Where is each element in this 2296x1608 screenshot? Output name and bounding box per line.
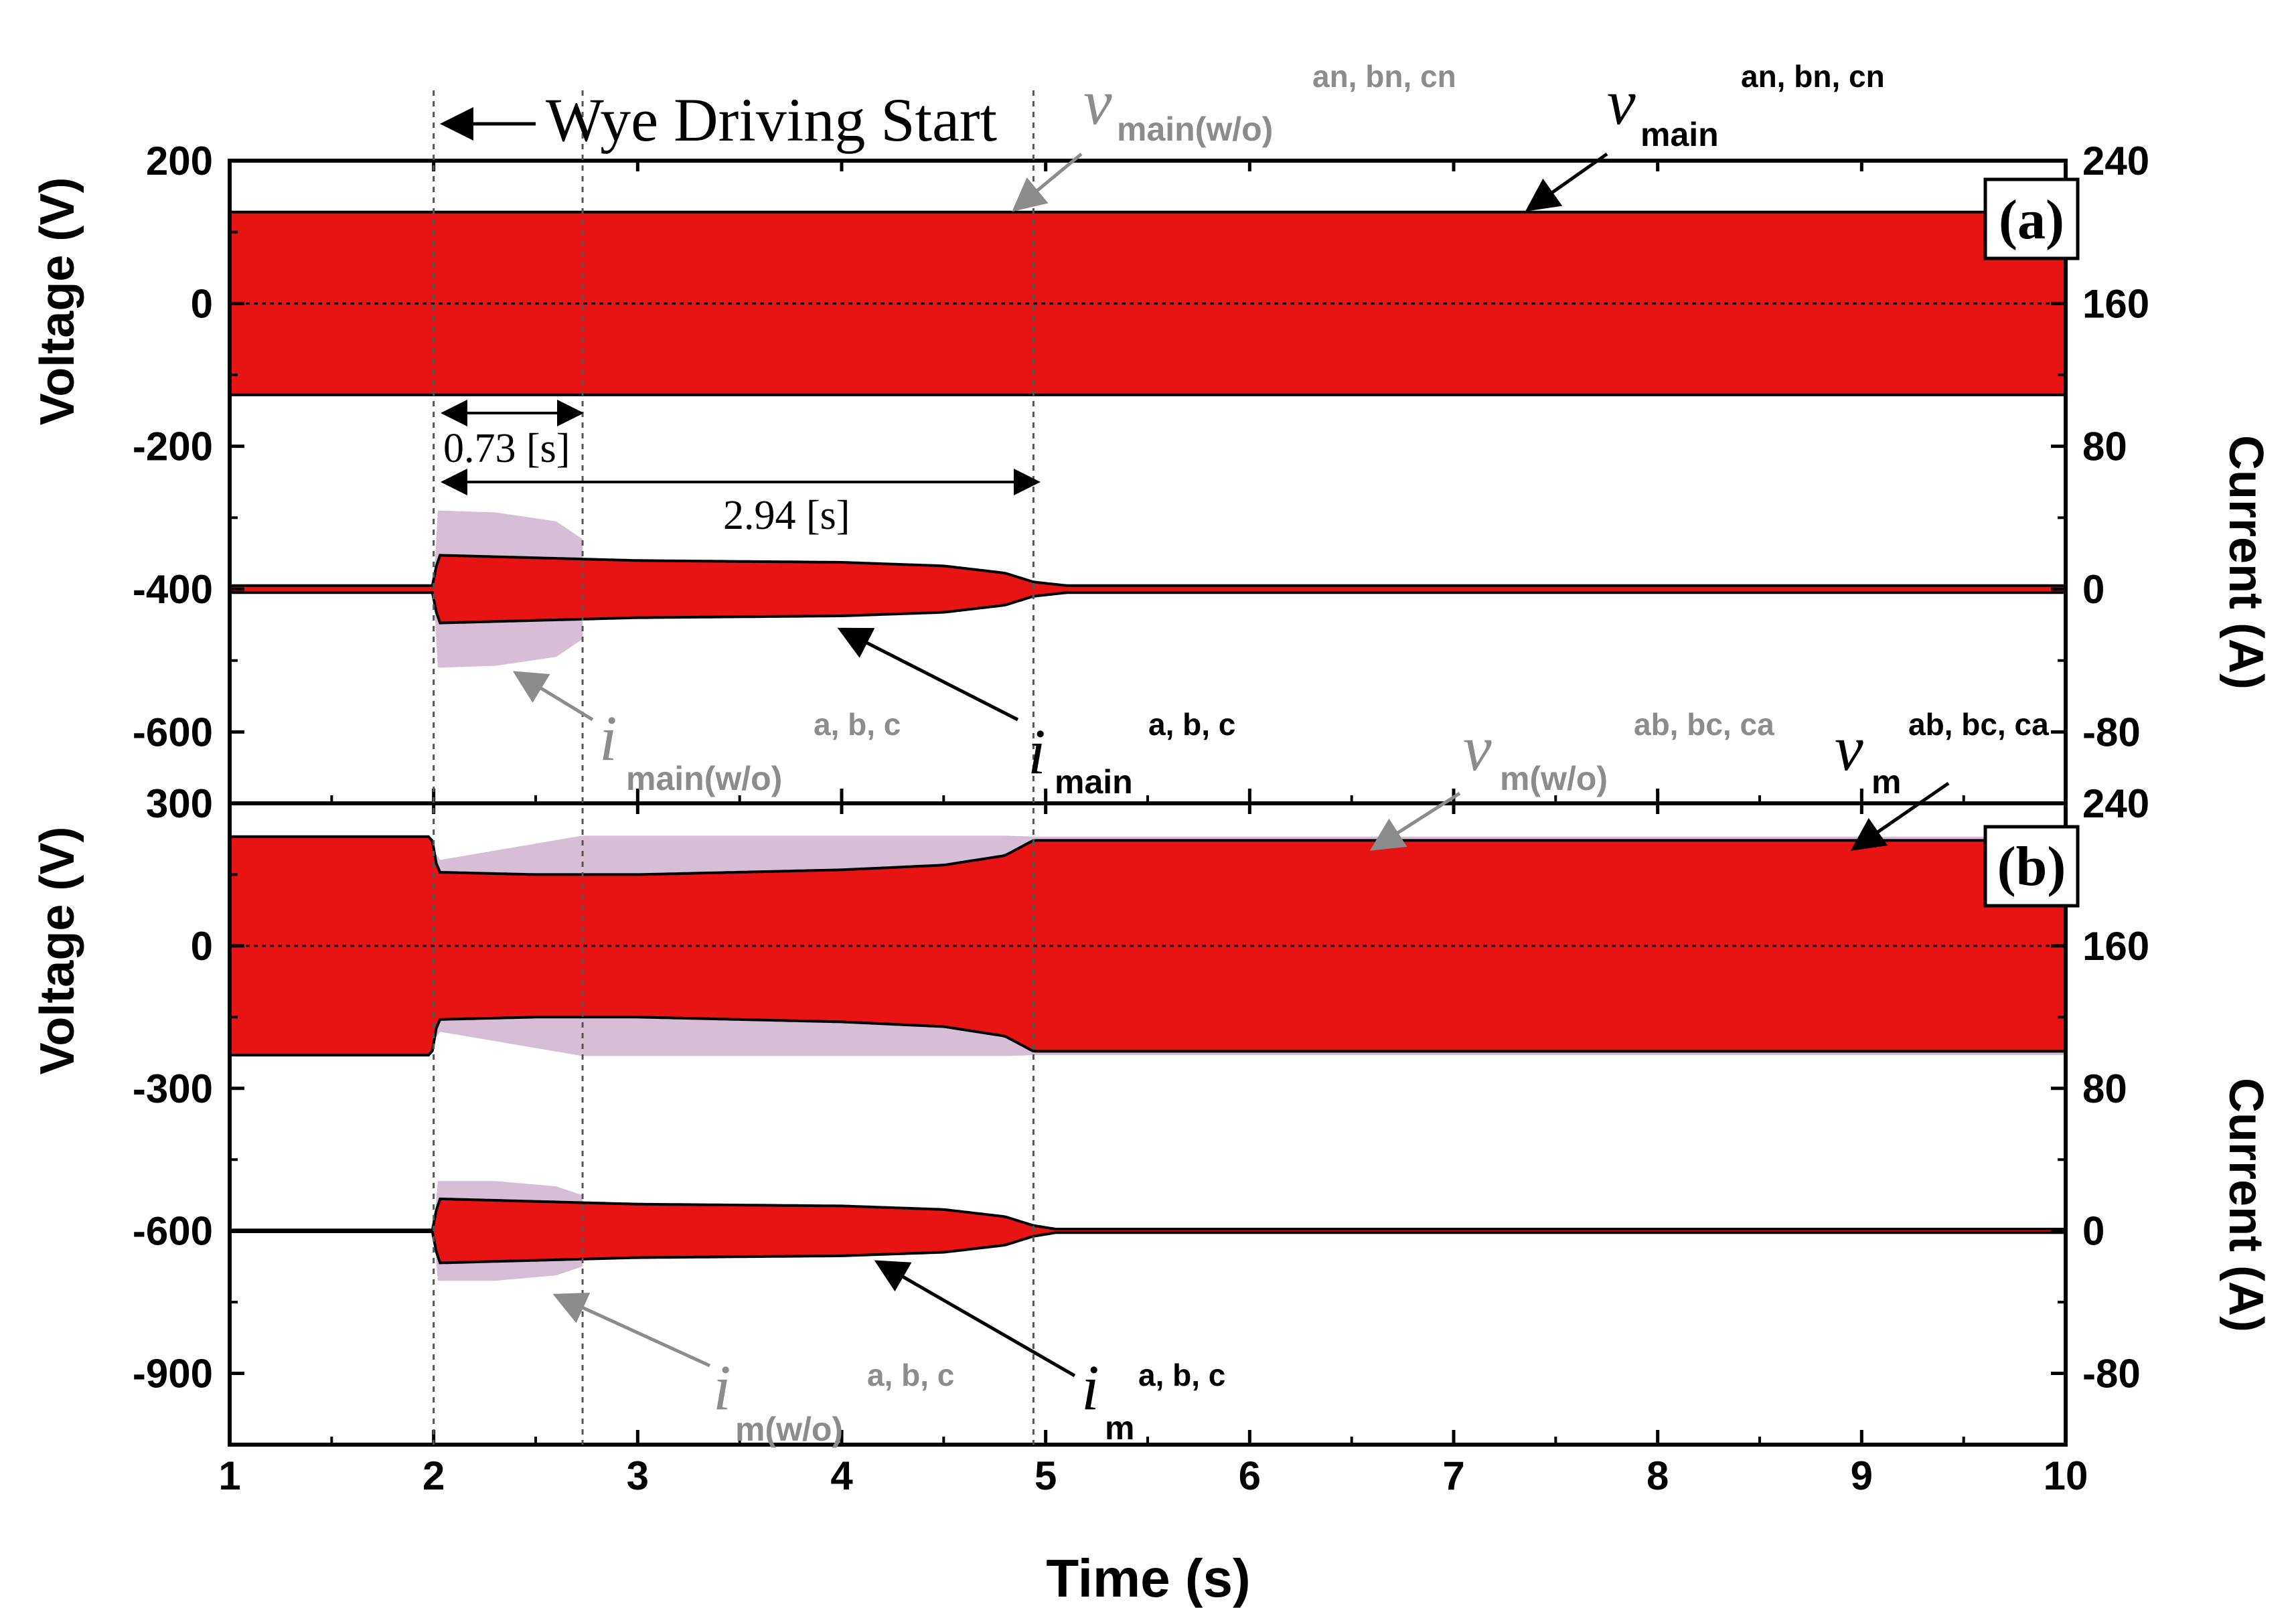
y2tick-label-a-240: 240 bbox=[2082, 139, 2149, 183]
axes-layer: 2000-200-400-600240160800-803000-300-600… bbox=[133, 90, 2149, 1498]
xtick-label-7: 7 bbox=[1442, 1453, 1464, 1498]
im-wo-arrow bbox=[552, 1292, 711, 1368]
y2tick-label-b-80: 80 bbox=[2082, 1066, 2127, 1111]
xtick-label-9: 9 bbox=[1851, 1453, 1873, 1498]
vmain-sub: main bbox=[1640, 116, 1719, 153]
vm-wo-sym: v bbox=[1463, 712, 1492, 784]
series-i-m bbox=[228, 1197, 2067, 1265]
panel-b-tag-box bbox=[1983, 825, 2080, 908]
y2tick-label-b-240: 240 bbox=[2082, 781, 2149, 826]
imain-sym: i bbox=[1028, 716, 1046, 787]
panel-b-axes: 300 0 -300 -600 -900 240 160 80 0 -80 bbox=[133, 781, 2149, 1447]
vmain-wo-sub: main(w/o) bbox=[1117, 110, 1273, 148]
y2tick-label-a-80: 80 bbox=[2082, 424, 2127, 469]
vmain-wo-sym: v bbox=[1083, 66, 1112, 138]
ytick-label-a--400: -400 bbox=[133, 567, 213, 612]
dur2-label: 2.94 [s] bbox=[723, 493, 850, 538]
xtick-label-10: 10 bbox=[2044, 1453, 2088, 1498]
y2tick-label-a--80: -80 bbox=[2082, 710, 2141, 754]
panel-a-signals bbox=[228, 210, 2067, 668]
panel-b-y2label: Current (A) bbox=[2219, 1078, 2273, 1332]
panel-a-axes: 200 0 -200 -400 -600 240 160 80 0 -80 bbox=[133, 139, 2149, 805]
imain-wo-sub: main(w/o) bbox=[626, 760, 782, 797]
imain-sub: main bbox=[1055, 763, 1133, 801]
label-vm-wo: ab, bc, ca v m(w/o) bbox=[1463, 707, 1774, 797]
panel-a-tag: (a) bbox=[1999, 189, 2064, 251]
y2tick-label-b-160: 160 bbox=[2082, 924, 2149, 969]
label-imain: a, b, c i main bbox=[1028, 707, 1235, 801]
im-wo-sup: a, b, c bbox=[867, 1358, 954, 1392]
im-wo-sym: i bbox=[713, 1352, 731, 1423]
vmain-sup: an, bn, cn bbox=[1741, 59, 1885, 94]
im-wo-sub: m(w/o) bbox=[735, 1411, 843, 1448]
y2tick-label-b--80: -80 bbox=[2082, 1352, 2141, 1396]
label-im-wo: a, b, c i m(w/o) bbox=[713, 1352, 954, 1448]
xtick-label-6: 6 bbox=[1239, 1453, 1261, 1498]
xtick-label-8: 8 bbox=[1647, 1453, 1669, 1498]
panel-a-ylabel: Voltage (V) bbox=[31, 177, 84, 426]
y2tick-label-a-0: 0 bbox=[2082, 567, 2104, 612]
imain-sup: a, b, c bbox=[1148, 707, 1235, 742]
imain-wo-sym: i bbox=[599, 702, 617, 774]
imain-wo-arrow bbox=[512, 671, 594, 722]
xtick-label-2: 2 bbox=[423, 1453, 445, 1498]
panel-b-ylabel: Voltage (V) bbox=[31, 827, 84, 1075]
wye-start-label: Wye Driving Start bbox=[546, 86, 998, 154]
vmain-sym: v bbox=[1607, 66, 1636, 138]
im-sup: a, b, c bbox=[1138, 1358, 1225, 1392]
vm-sym: v bbox=[1835, 712, 1863, 784]
label-vmain: an, bn, cn v main bbox=[1607, 59, 1885, 153]
im-sym: i bbox=[1081, 1352, 1099, 1423]
vm-wo-sup: ab, bc, ca bbox=[1634, 707, 1774, 742]
im-sub: m bbox=[1105, 1409, 1134, 1447]
y2tick-label-a-160: 160 bbox=[2082, 281, 2149, 326]
ytick-label-a--600: -600 bbox=[133, 710, 213, 754]
panel-b-signals bbox=[228, 835, 2067, 1281]
label-im: a, b, c i m bbox=[1081, 1352, 1225, 1447]
ytick-label-a-0: 0 bbox=[191, 281, 213, 326]
im-arrow bbox=[874, 1260, 1076, 1378]
xtick-label-3: 3 bbox=[627, 1453, 649, 1498]
ytick-label-a-200: 200 bbox=[146, 139, 213, 183]
vmain-wo-sup: an, bn, cn bbox=[1312, 59, 1456, 94]
vm-wo-sub: m(w/o) bbox=[1500, 760, 1608, 797]
vm-sup: ab, bc, ca bbox=[1908, 707, 2049, 742]
label-vmain-wo: an, bn, cn v main(w/o) bbox=[1083, 59, 1456, 148]
y2tick-label-b-0: 0 bbox=[2082, 1209, 2104, 1254]
ytick-label-b--300: -300 bbox=[133, 1066, 213, 1111]
panel-b-tag: (b) bbox=[1997, 835, 2066, 898]
ytick-label-a--200: -200 bbox=[133, 424, 213, 469]
xtick-label-1: 1 bbox=[218, 1453, 240, 1498]
vm-sub: m bbox=[1871, 763, 1901, 801]
ytick-label-b--600: -600 bbox=[133, 1209, 213, 1254]
vm-arrow bbox=[1850, 781, 1950, 851]
panel-a-y2label: Current (A) bbox=[2219, 435, 2273, 690]
ytick-label-b-0: 0 bbox=[191, 924, 213, 969]
x-axis-title: Time (s) bbox=[1046, 1548, 1250, 1608]
vm-wo-arrow bbox=[1369, 791, 1461, 851]
xtick-label-5: 5 bbox=[1035, 1453, 1057, 1498]
panel-a-tag-box bbox=[1983, 177, 2080, 260]
ytick-label-b--900: -900 bbox=[133, 1352, 213, 1396]
dur1-label: 0.73 [s] bbox=[443, 426, 570, 471]
series-i-main bbox=[228, 554, 2067, 625]
vmain-wo-arrow bbox=[1012, 153, 1083, 212]
ytick-label-b-300: 300 bbox=[146, 781, 213, 826]
signal-layer bbox=[228, 210, 2067, 1281]
imain-arrow bbox=[837, 627, 1019, 722]
imain-wo-sup: a, b, c bbox=[814, 707, 901, 742]
vmain-arrow bbox=[1525, 152, 1608, 212]
label-imain-wo: a, b, c i main(w/o) bbox=[599, 702, 901, 797]
label-vm: ab, bc, ca v m bbox=[1835, 707, 2049, 801]
xtick-label-4: 4 bbox=[830, 1453, 853, 1498]
